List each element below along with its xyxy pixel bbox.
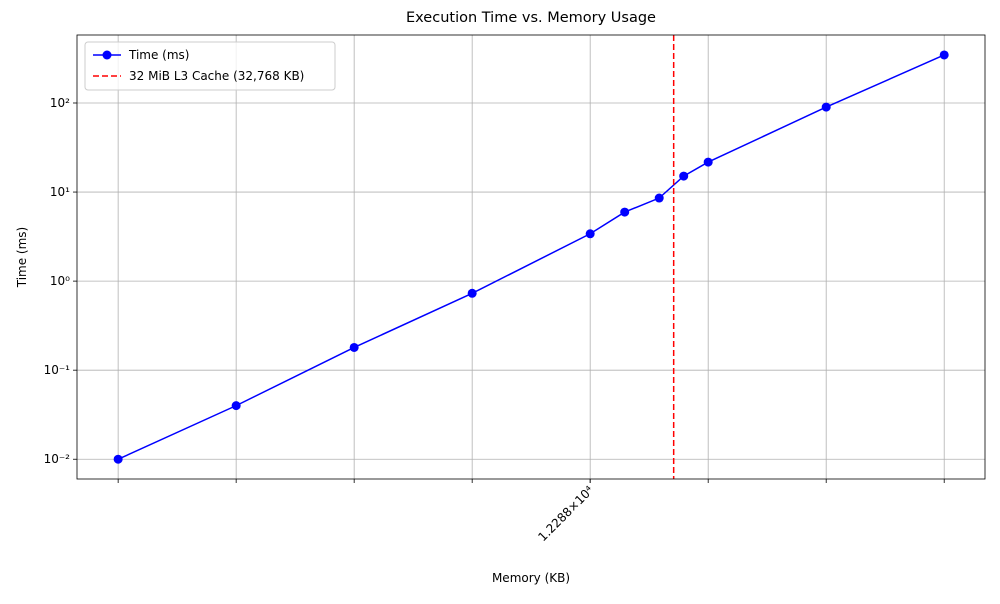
y-tick-label: 10⁻²	[44, 452, 71, 466]
legend-label: 32 MiB L3 Cache (32,768 KB)	[129, 69, 304, 83]
legend: Time (ms) 32 MiB L3 Cache (32,768 KB)	[84, 41, 336, 91]
data-point	[703, 157, 713, 167]
legend-marker	[102, 50, 112, 60]
chart-title: Execution Time vs. Memory Usage	[406, 10, 656, 26]
y-tick-label: 10²	[50, 96, 70, 110]
y-axis-label: Time (ms)	[15, 227, 29, 289]
data-point	[679, 171, 689, 181]
legend-box	[84, 41, 336, 91]
data-point	[939, 50, 949, 60]
data-point	[349, 342, 359, 352]
series-line	[117, 54, 945, 460]
data-point	[231, 401, 241, 411]
data-point	[620, 207, 630, 217]
y-tick-label: 10⁰	[50, 274, 70, 288]
y-tick-label: 10¹	[50, 185, 70, 199]
data-point	[821, 102, 831, 112]
data-point	[467, 288, 477, 298]
y-tick-label: 10⁻¹	[44, 363, 71, 377]
plot-frame	[76, 34, 986, 480]
data-point	[113, 454, 123, 464]
x-axis-label: Memory (KB)	[492, 571, 570, 585]
data-point	[654, 193, 664, 203]
legend-label: Time (ms)	[128, 48, 190, 62]
data-point	[585, 229, 595, 239]
x-tick-label: 1.2288×10⁴	[535, 483, 596, 544]
